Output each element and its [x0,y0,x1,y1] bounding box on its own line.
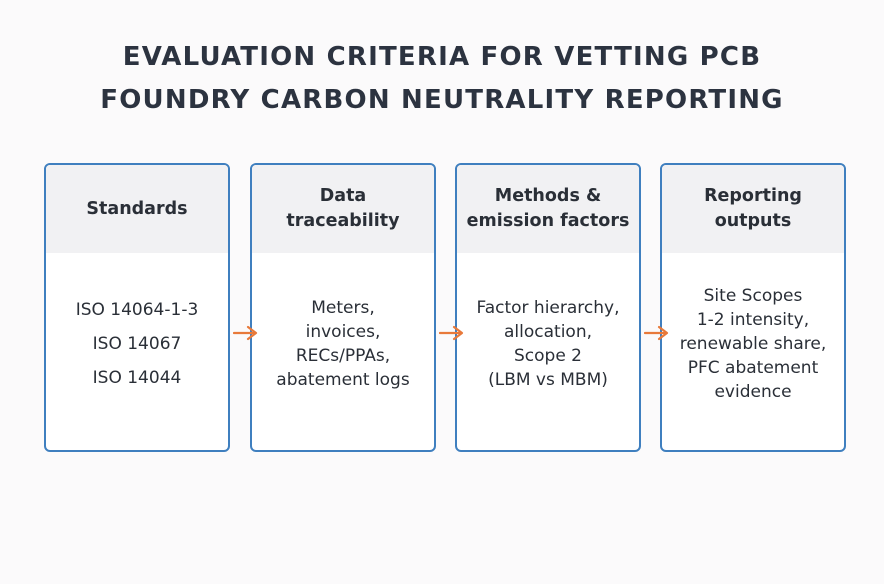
card-body-line: Factor hierarchy, [476,297,620,318]
card-heading: Methods & emission factors [457,165,639,253]
card-heading-line: Data [319,186,367,206]
arrow-right-icon [644,325,669,341]
card-body: Site Scopes 1-2 intensity, renewable sha… [662,253,844,450]
card-body-line: (LBM vs MBM) [488,369,608,390]
card-body: Meters, invoices, RECs/PPAs, abatement l… [252,253,434,450]
card-body-line: ISO 14067 [92,333,182,354]
card-body: ISO 14064-1-3 ISO 14067 ISO 14044 [46,253,228,450]
card-heading-line: Reporting [704,186,802,206]
card-reporting-outputs: Reporting outputs Site Scopes 1-2 intens… [660,163,846,452]
arrow-right-icon [439,325,464,341]
card-heading-line: outputs [714,211,792,231]
card-standards: Standards ISO 14064-1-3 ISO 14067 ISO 14… [44,163,230,452]
title-line-1: EVALUATION CRITERIA FOR VETTING PCB [122,42,762,72]
card-body: Factor hierarchy, allocation, Scope 2 (L… [457,253,639,450]
card-heading-line: Methods & [494,186,602,206]
card-body-line: 1-2 intensity, [696,309,810,330]
title-line-2: FOUNDRY CARBON NEUTRALITY REPORTING [100,85,784,115]
card-body-line: allocation, [504,321,592,342]
card-body-line: PFC abatement [687,357,819,378]
card-body-line: Site Scopes [703,285,803,306]
card-body-line: ISO 14044 [92,367,182,388]
card-body-line: renewable share, [679,333,827,354]
card-heading-line: traceability [286,211,400,231]
page-title: EVALUATION CRITERIA FOR VETTING PCB FOUN… [0,36,884,122]
card-heading: Standards [46,165,228,253]
arrow-right-icon [233,325,258,341]
card-methods-emission-factors: Methods & emission factors Factor hierar… [455,163,641,452]
card-body-line: Scope 2 [513,345,582,366]
card-body-line: abatement logs [276,369,410,390]
card-body-line: invoices, [305,321,381,342]
card-body-line: ISO 14064-1-3 [75,299,199,320]
card-data-traceability: Data traceability Meters, invoices, RECs… [250,163,436,452]
card-heading-line: Standards [86,198,188,219]
card-body-line: RECs/PPAs, [295,345,391,366]
card-heading-line: emission factors [466,211,630,231]
card-heading: Data traceability [252,165,434,253]
card-body-line: Meters, [311,297,375,318]
card-body-line: evidence [714,381,792,402]
card-heading: Reporting outputs [662,165,844,253]
